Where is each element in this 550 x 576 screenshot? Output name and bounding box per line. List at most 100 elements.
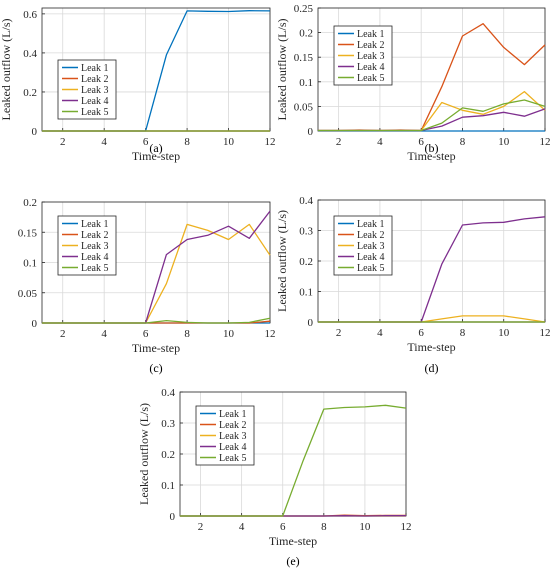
x-tick-label: 6 — [418, 136, 424, 148]
y-tick-label: 0.1 — [161, 480, 175, 492]
legend-label: Leak 2 — [357, 40, 385, 51]
x-tick-label: 2 — [198, 521, 204, 533]
x-tick-label: 10 — [223, 328, 235, 340]
y-tick-label: 0.3 — [299, 226, 313, 238]
legend-label: Leak 3 — [219, 431, 247, 442]
panel-label: (a) — [149, 141, 162, 155]
y-tick-label: 0 — [32, 126, 38, 138]
x-tick-label: 8 — [460, 136, 466, 148]
y-tick-label: 0 — [170, 511, 176, 523]
y-tick-label: 0.05 — [18, 288, 38, 300]
y-tick-label: 0.3 — [161, 418, 175, 430]
y-tick-label: 0.6 — [23, 9, 37, 21]
legend-label: Leak 3 — [357, 51, 385, 62]
y-tick-label: 0.1 — [299, 287, 313, 299]
x-tick-label: 8 — [321, 521, 327, 533]
y-tick-label: 0.15 — [294, 52, 314, 64]
x-tick-label: 2 — [336, 327, 342, 339]
series-line-leak-5 — [42, 317, 271, 324]
x-tick-label: 4 — [377, 136, 383, 148]
legend-label: Leak 4 — [357, 62, 385, 73]
y-tick-label: 0.4 — [23, 48, 37, 60]
x-tick-label: 4 — [101, 328, 107, 340]
x-tick-label: 6 — [143, 328, 149, 340]
panel-label: (d) — [425, 361, 439, 375]
legend-label: Leak 1 — [357, 219, 385, 230]
y-tick-label: 0.2 — [161, 449, 175, 461]
y-axis-label: Leaked outflow (L/s) — [275, 210, 289, 312]
x-tick-label: 6 — [418, 327, 424, 339]
y-axis-label: Leaked outflow (L/s) — [137, 403, 151, 505]
x-tick-label: 2 — [336, 136, 342, 148]
x-tick-label: 12 — [401, 521, 412, 533]
x-axis-label: Time-step — [132, 341, 180, 355]
y-tick-label: 0.25 — [294, 3, 314, 15]
legend-label: Leak 1 — [81, 63, 109, 74]
x-tick-label: 10 — [359, 521, 371, 533]
panel-label: (b) — [425, 141, 439, 155]
series-line-leak-3 — [318, 90, 546, 132]
x-tick-label: 10 — [498, 327, 510, 339]
legend-label: Leak 4 — [357, 252, 385, 263]
legend-label: Leak 2 — [219, 420, 247, 431]
x-tick-label: 10 — [498, 136, 510, 148]
x-tick-label: 4 — [239, 521, 245, 533]
x-tick-label: 6 — [280, 521, 286, 533]
legend-label: Leak 5 — [81, 107, 109, 118]
series-line-leak-5 — [180, 404, 407, 517]
x-tick-label: 2 — [60, 328, 66, 340]
chart-panel-4: 2 4 6 8 10 12 0 0.1 0.2 0.3 0.4 Time-step Leaked out… — [275, 195, 550, 375]
x-tick-label: 10 — [223, 136, 235, 148]
legend-label: Leak 1 — [357, 29, 385, 40]
y-axis-label: Leaked outflow (L/s) — [0, 19, 13, 121]
y-tick-label: 0.2 — [299, 256, 313, 268]
legend-label: Leak 4 — [219, 442, 247, 453]
panel-label: (e) — [286, 554, 299, 568]
legend-label: Leak 5 — [219, 453, 247, 464]
chart-panel-5: 2 4 6 8 10 12 0 0.1 0.2 0.3 0.4 Time-step Leaked out… — [137, 387, 412, 568]
legend-label: Leak 4 — [81, 252, 109, 263]
legend-label: Leak 2 — [357, 230, 385, 241]
legend-label: Leak 3 — [81, 241, 109, 252]
x-axis-label: Time-step — [407, 149, 455, 163]
x-tick-label: 12 — [540, 327, 550, 339]
x-tick-label: 2 — [60, 136, 66, 148]
y-tick-label: 0.2 — [299, 28, 313, 40]
legend-label: Leak 3 — [357, 241, 385, 252]
x-tick-label: 6 — [143, 136, 149, 148]
y-tick-label: 0.1 — [299, 77, 313, 89]
y-tick-label: 0.1 — [23, 258, 37, 270]
x-tick-label: 12 — [540, 136, 550, 148]
y-tick-label: 0 — [308, 317, 314, 329]
x-tick-label: 4 — [377, 327, 383, 339]
legend-label: Leak 3 — [81, 85, 109, 96]
x-axis-label: Time-step — [132, 149, 180, 163]
y-tick-label: 0.2 — [23, 87, 37, 99]
series-line-leak-3 — [318, 315, 546, 323]
y-tick-label: 0.05 — [294, 101, 314, 113]
x-tick-label: 4 — [101, 136, 107, 148]
x-tick-label: 8 — [184, 136, 190, 148]
legend-label: Leak 2 — [81, 230, 109, 241]
y-tick-label: 0 — [308, 126, 314, 138]
legend-label: Leak 4 — [81, 96, 109, 107]
legend-label: Leak 1 — [81, 219, 109, 230]
legend-label: Leak 5 — [81, 263, 109, 274]
y-tick-label: 0.4 — [161, 387, 175, 399]
y-tick-label: 0.2 — [23, 197, 37, 209]
panel-label: (c) — [149, 361, 162, 375]
x-tick-label: 8 — [460, 327, 466, 339]
y-tick-label: 0.4 — [299, 195, 313, 207]
legend-label: Leak 5 — [357, 73, 385, 84]
chart-panel-1: 2 4 6 8 10 12 0 0.2 0.4 0.6 Time-step Leaked outflo… — [0, 7, 276, 163]
x-tick-label: 12 — [265, 328, 276, 340]
x-tick-label: 12 — [265, 136, 276, 148]
x-axis-label: Time-step — [269, 534, 317, 548]
legend-label: Leak 2 — [81, 74, 109, 85]
